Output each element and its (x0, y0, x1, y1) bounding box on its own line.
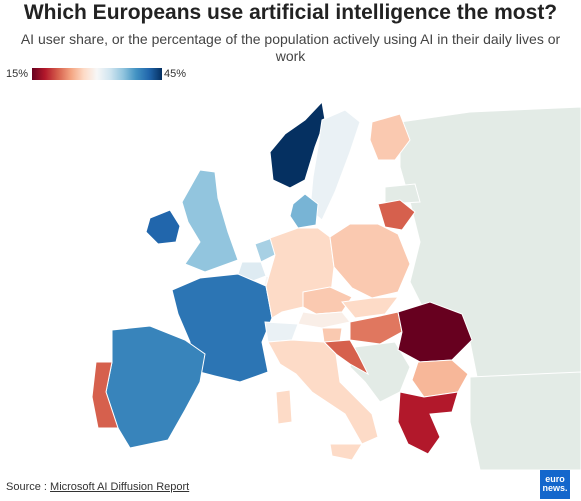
source-line: Source : Microsoft AI Diffusion Report (6, 481, 189, 493)
euronews-logo: euro news. (540, 470, 570, 499)
legend-max-label: 45% (164, 68, 187, 80)
country-lithuania (377, 199, 416, 231)
europe-map (91, 100, 581, 470)
country-united-kingdom (181, 169, 239, 273)
country-regions (91, 100, 473, 461)
legend-min-label: 15% (6, 68, 29, 80)
country-finland (369, 113, 411, 161)
logo-line-2: news. (542, 483, 568, 493)
country-poland (329, 223, 411, 299)
balkans-no-data (349, 341, 411, 403)
country-austria (297, 311, 351, 329)
source-prefix: Source : (6, 481, 51, 493)
logo-line-1: euro (545, 474, 565, 484)
country-sweden (309, 109, 361, 221)
country-greece (397, 391, 459, 455)
country-spain (105, 325, 206, 449)
turkey-no-data (469, 371, 581, 470)
country-portugal (91, 361, 119, 429)
legend-gradient-bar (32, 68, 162, 80)
country-slovenia (321, 327, 343, 343)
country-ireland (145, 209, 181, 245)
country-norway (269, 100, 326, 189)
country-italy (267, 339, 379, 445)
country-sardinia (275, 389, 293, 425)
source-link[interactable]: Microsoft AI Diffusion Report (50, 481, 190, 493)
country-switzerland (264, 321, 299, 343)
estonia-latvia-no-data (384, 183, 421, 205)
chart-subtitle: AI user share, or the percentage of the … (20, 31, 561, 64)
country-sicily (329, 443, 363, 461)
no-data-regions (349, 106, 581, 470)
country-czechia (302, 286, 353, 315)
country-denmark (289, 193, 319, 229)
country-bulgaria (411, 359, 469, 398)
chart-title: Which Europeans use artificial intellige… (23, 1, 558, 24)
country-slovakia (341, 296, 400, 319)
